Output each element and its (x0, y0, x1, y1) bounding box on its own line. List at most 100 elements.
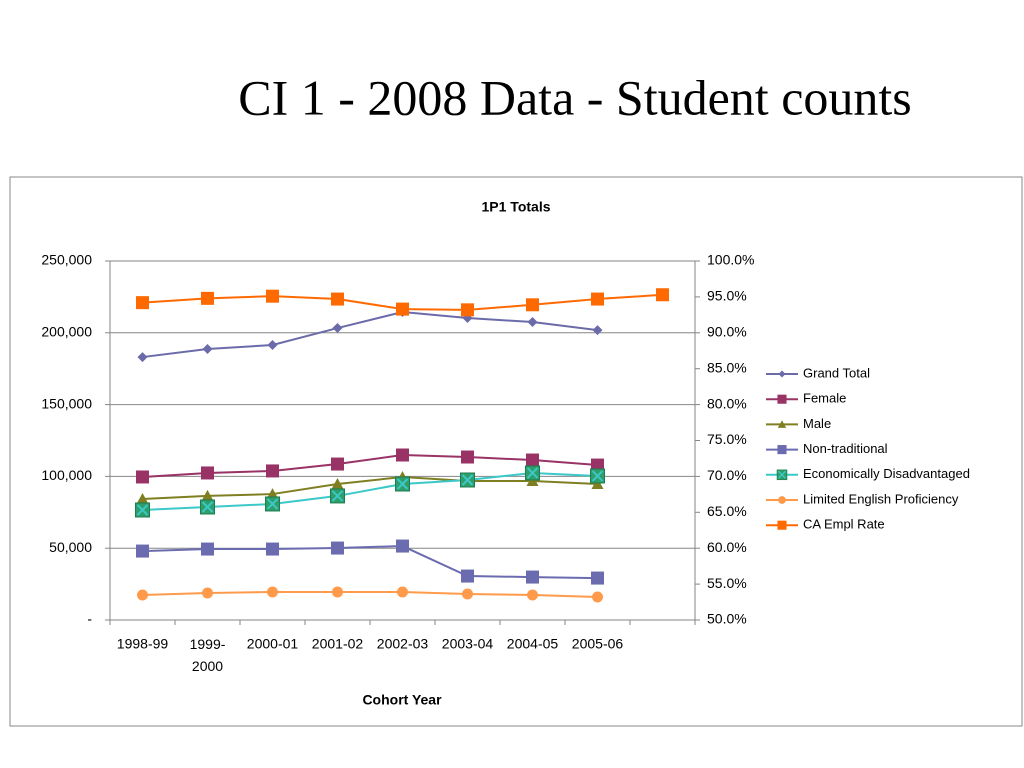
marker (202, 587, 213, 599)
marker (777, 520, 787, 530)
marker-x (591, 470, 604, 482)
x-tick-label: 2000-01 (247, 636, 299, 652)
legend-label: Grand Total (803, 365, 870, 380)
series (135, 465, 605, 518)
legend-item: Limited English Proficiency (766, 491, 959, 506)
legend-item: CA Empl Rate (766, 517, 885, 532)
marker (202, 344, 213, 355)
marker (592, 591, 603, 603)
marker (525, 465, 540, 481)
y2-tick-label: 70.0% (707, 467, 747, 483)
marker-x (526, 467, 539, 479)
legend-item: Male (766, 416, 831, 431)
series-line (142, 590, 598, 599)
marker (266, 542, 279, 556)
y2-tick-label: 65.0% (707, 503, 747, 519)
marker (462, 588, 473, 600)
legend-item: Female (766, 391, 846, 406)
marker (461, 303, 474, 317)
series-line (142, 454, 598, 478)
y-tick-label: 150,000 (41, 395, 92, 411)
marker (201, 291, 214, 305)
legend-item: Economically Disadvantaged (766, 466, 970, 481)
series (136, 288, 669, 317)
marker (777, 420, 787, 428)
y2-tick-label: 85.0% (707, 359, 747, 375)
marker (267, 586, 278, 598)
marker (591, 458, 604, 472)
y2-tick-label: 90.0% (707, 324, 747, 340)
marker (332, 323, 343, 334)
series (136, 539, 604, 585)
marker (526, 453, 539, 467)
marker (136, 492, 149, 504)
marker (395, 476, 410, 492)
marker (265, 496, 280, 512)
marker (332, 586, 343, 598)
legend-label: Limited English Proficiency (803, 491, 959, 506)
legend-label: Female (803, 391, 846, 406)
y-tick-label: 100,000 (41, 467, 92, 483)
series (136, 448, 604, 484)
marker (201, 489, 214, 501)
y2-tick-label: 55.0% (707, 575, 747, 591)
x-tick-label: 2005-06 (572, 636, 624, 652)
marker-x (201, 501, 214, 513)
x-tick-label: 1998-99 (117, 636, 169, 652)
marker-x (461, 474, 474, 486)
marker (591, 292, 604, 306)
marker (331, 541, 344, 555)
marker (267, 340, 278, 351)
y2-tick-label: 95.0% (707, 288, 747, 304)
series-line (142, 545, 598, 580)
marker (461, 569, 474, 583)
y-tick-label: - (87, 611, 92, 627)
marker (591, 571, 604, 585)
marker (397, 586, 408, 598)
marker (136, 544, 149, 558)
x-tick-label: 1999-2000 (190, 636, 226, 674)
x-tick-label: 2002-03 (377, 636, 429, 652)
marker (777, 394, 787, 404)
marker (135, 502, 150, 518)
chart-frame (9, 176, 1023, 727)
marker (136, 296, 149, 310)
marker (396, 302, 409, 316)
x-tick-label: 2004-05 (507, 636, 559, 652)
marker (526, 474, 539, 486)
legend-label: Non-traditional (803, 441, 888, 456)
marker-x (331, 490, 344, 502)
marker-x (136, 504, 149, 516)
legend-label: Economically Disadvantaged (803, 466, 970, 481)
marker (656, 288, 669, 302)
y2-tick-label: 60.0% (707, 539, 747, 555)
y-tick-label: 250,000 (41, 252, 92, 268)
marker-x (778, 470, 786, 479)
marker (778, 370, 786, 378)
y2-tick-label: 75.0% (707, 431, 747, 447)
marker (330, 488, 345, 504)
series (137, 306, 603, 363)
marker (526, 298, 539, 312)
marker (460, 472, 475, 488)
series-line (142, 475, 598, 500)
y-tick-label: 50,000 (49, 539, 92, 555)
marker (396, 448, 409, 462)
marker-x (396, 478, 409, 490)
marker (137, 352, 148, 363)
legend-item: Non-traditional (766, 441, 888, 456)
marker (590, 468, 605, 484)
marker (331, 292, 344, 306)
y-tick-label: 200,000 (41, 324, 92, 340)
marker (592, 325, 603, 336)
x-tick-label: 2003-04 (442, 636, 494, 652)
y2-tick-label: 100.0% (707, 252, 754, 268)
series-line (142, 310, 598, 359)
y2-tick-label: 80.0% (707, 395, 747, 411)
marker (266, 488, 279, 500)
legend-label: CA Empl Rate (803, 517, 885, 532)
marker (778, 496, 786, 504)
marker (200, 499, 215, 515)
marker (396, 539, 409, 553)
